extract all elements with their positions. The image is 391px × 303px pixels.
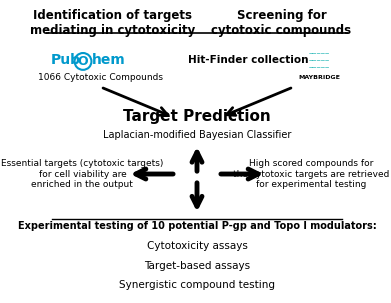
Text: Cytotoxicity assays: Cytotoxicity assays [147,241,248,251]
Text: ~~~~~
~~~~~
~~~~~: ~~~~~ ~~~~~ ~~~~~ [308,52,330,72]
Text: High scored compounds for
the cytotoxic targets are retrieved
for experimental t: High scored compounds for the cytotoxic … [233,159,390,189]
Text: O: O [78,55,88,68]
Text: 1066 Cytotoxic Compounds: 1066 Cytotoxic Compounds [38,73,163,82]
Text: Laplacian-modified Bayesian Classifier: Laplacian-modified Bayesian Classifier [103,130,291,140]
Text: Target-based assays: Target-based assays [144,261,250,271]
Text: Essential targets (cytotoxic targets)
for cell viability are
enriched in the out: Essential targets (cytotoxic targets) fo… [1,159,163,189]
Text: Hit-Finder collection: Hit-Finder collection [188,55,308,65]
Text: Identification of targets
mediating in cytotoxicity: Identification of targets mediating in c… [30,9,195,37]
Text: Target Prediction: Target Prediction [123,109,271,125]
Text: Experimental testing of 10 potential P-gp and Topo I modulators:: Experimental testing of 10 potential P-g… [18,221,377,231]
Text: Synergistic compound testing: Synergistic compound testing [119,280,275,290]
Text: Screening for
cytotoxic compounds: Screening for cytotoxic compounds [212,9,352,37]
Text: hem: hem [91,53,125,67]
Text: MAYBRIDGE: MAYBRIDGE [298,75,340,80]
Text: Pub: Pub [51,53,81,67]
